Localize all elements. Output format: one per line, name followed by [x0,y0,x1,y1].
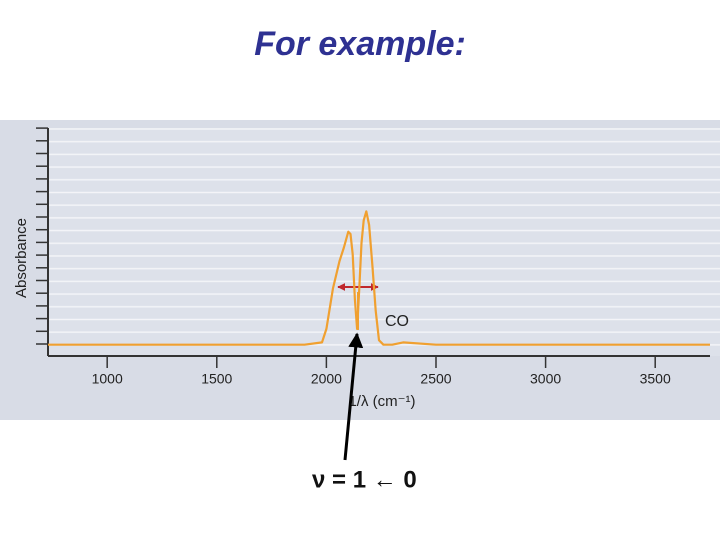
slide-title: For example: [254,25,466,63]
co-label: CO [385,313,409,330]
x-tick-label: 2500 [420,371,451,387]
transition-arrow [343,332,364,461]
x-tick-label: 3500 [640,371,671,387]
x-tick-label: 2000 [311,371,342,387]
axes [36,127,710,368]
spectrum-line [48,210,710,346]
y-axis-label: Absorbance [13,218,30,298]
x-axis-label: 1/λ (cm⁻¹) [348,393,415,410]
x-tick-label: 1500 [201,371,232,387]
transition-label: ν = 1 ← 0 [312,466,417,493]
x-tick-label: 3000 [530,371,561,387]
x-tick-label: 1000 [92,371,123,387]
plot-background [48,128,720,356]
